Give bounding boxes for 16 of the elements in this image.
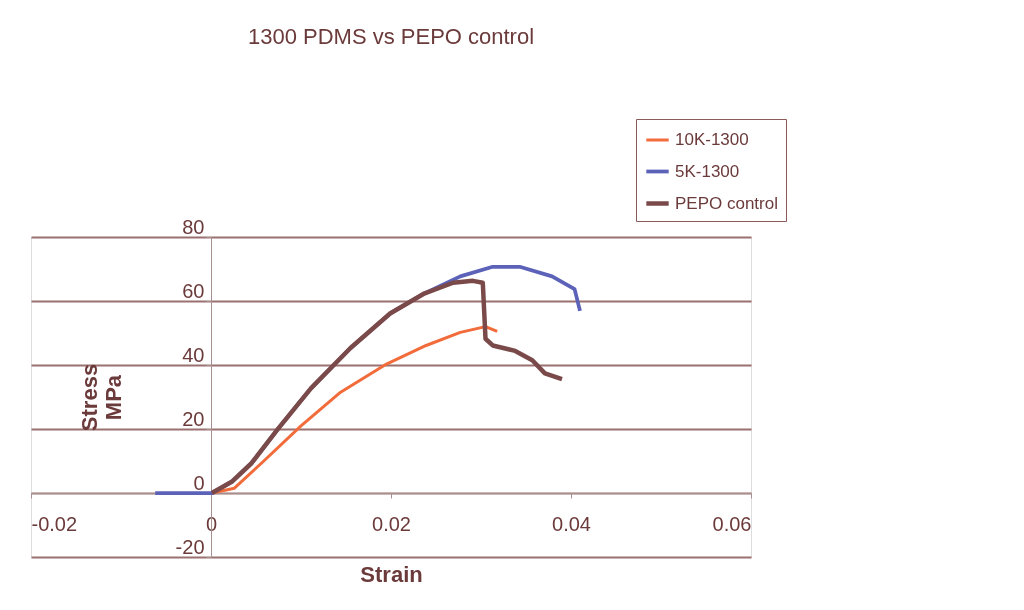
legend-label: PEPO control <box>675 193 778 213</box>
x-tick-label: -0.02 <box>31 512 78 535</box>
y-tick-label: 0 <box>193 471 205 494</box>
y-tick-label: 60 <box>182 279 205 302</box>
y-tick-label: 40 <box>182 343 205 366</box>
y-tick-label: 20 <box>182 407 205 430</box>
y-tick-label: -20 <box>175 535 205 558</box>
x-axis-title: Strain <box>360 561 423 587</box>
x-tick-label: 0.06 <box>712 512 752 535</box>
x-tick-label: 0.02 <box>372 512 411 535</box>
chart-title: 1300 PDMS vs PEPO control <box>247 23 535 49</box>
legend-label: 10K-1300 <box>675 130 749 149</box>
y-tick-label: 80 <box>182 215 205 238</box>
y-axis-title: Stress MPa <box>76 363 126 432</box>
x-tick-label: 0.04 <box>552 512 591 535</box>
legend-label: 5K-1300 <box>675 161 740 181</box>
